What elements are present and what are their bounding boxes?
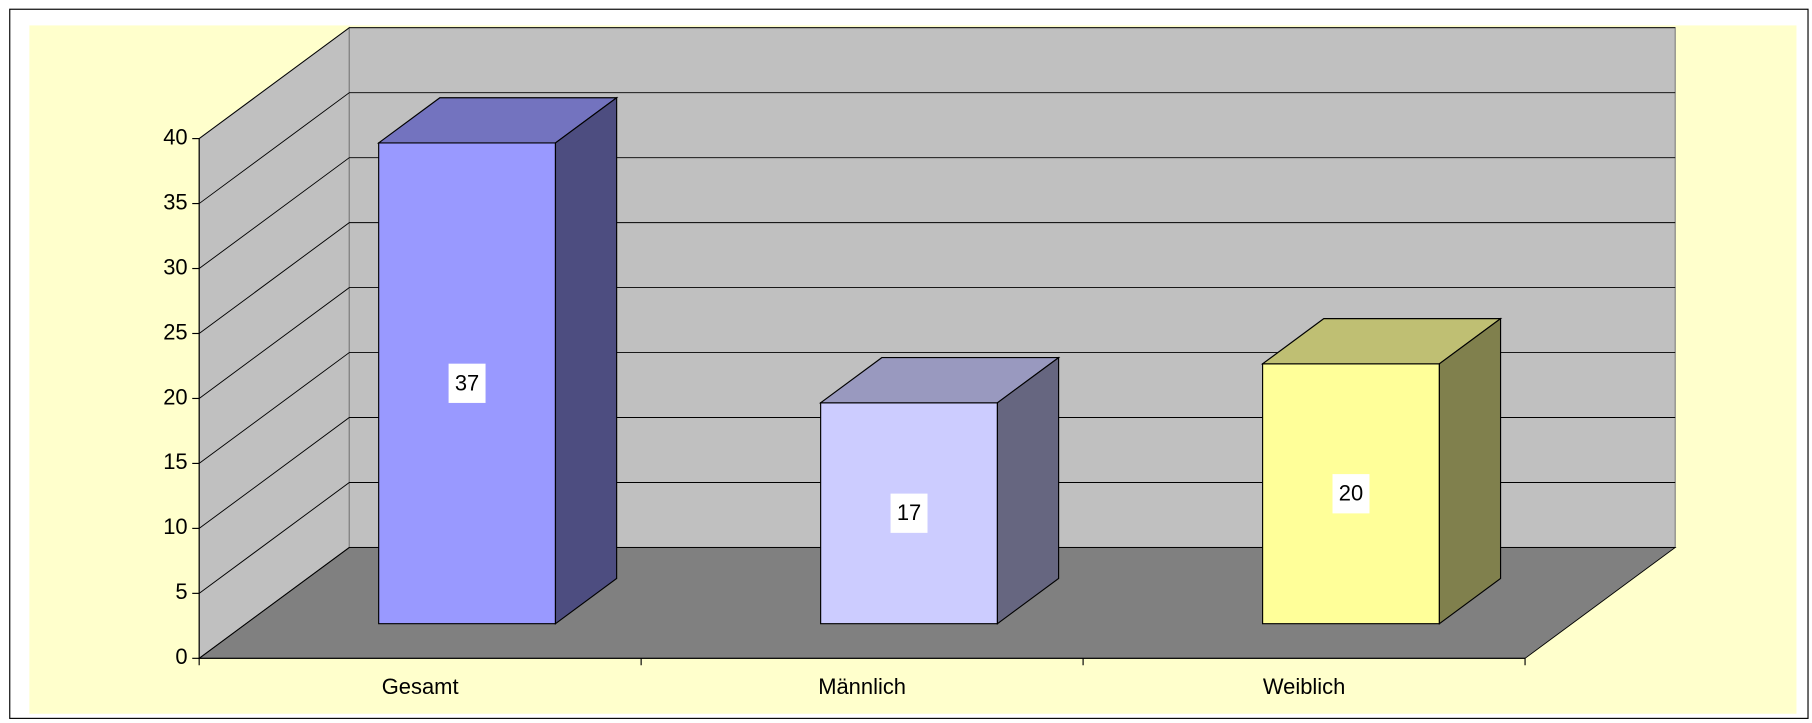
value-label-box: [1332, 474, 1370, 514]
y-tick-label: 15: [163, 449, 187, 474]
bar-side: [554, 96, 618, 625]
x-tick-label: Gesamt: [382, 674, 459, 699]
value-label: 37: [455, 370, 479, 395]
grid-line: [198, 27, 1676, 139]
bar-side: [996, 356, 1060, 625]
value-label: 20: [1339, 481, 1363, 506]
grid-line: [198, 92, 1676, 204]
grid-line: [198, 482, 1676, 594]
value-label-box: [448, 363, 486, 403]
y-tick-label: 5: [175, 579, 187, 604]
y-tick-label: 10: [163, 514, 187, 539]
y-tick-label: 30: [163, 254, 187, 279]
grid-line: [198, 417, 1676, 529]
grid-line: [198, 352, 1676, 464]
y-tick-label: 0: [175, 644, 187, 669]
grid-line: [198, 157, 1676, 269]
y-tick-label: 25: [163, 319, 187, 344]
y-tick-label: 40: [163, 124, 187, 149]
grid-line: [198, 222, 1676, 334]
value-label: 17: [897, 500, 921, 525]
grid-line: [198, 546, 1676, 659]
y-tick-label: 35: [163, 189, 187, 214]
x-tick-label: Männlich: [818, 674, 906, 699]
y-tick-label: 20: [163, 384, 187, 409]
value-label-box: [890, 493, 928, 533]
x-tick-label: Weiblich: [1263, 674, 1346, 699]
bar-side: [1438, 317, 1502, 625]
grid-line: [198, 287, 1676, 399]
